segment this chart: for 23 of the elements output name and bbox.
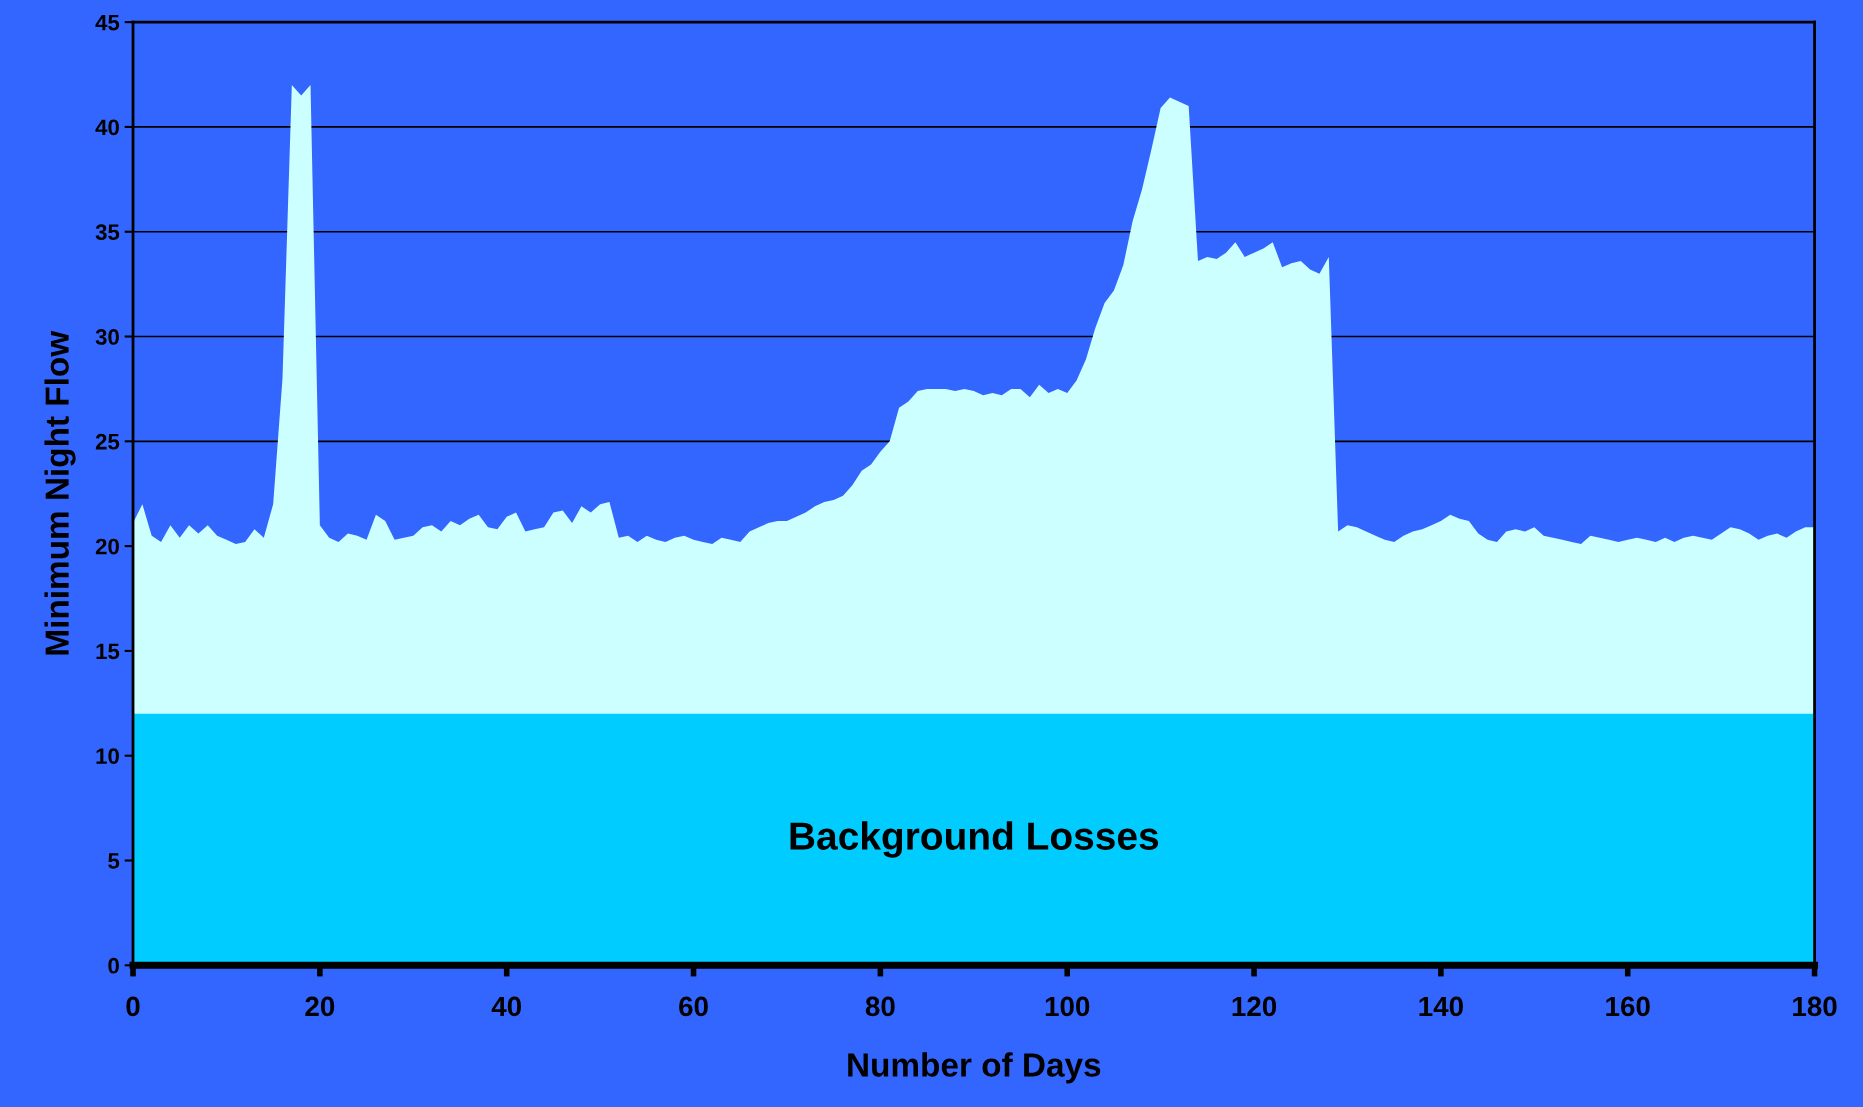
y-axis-title: Minimum Night Flow (44, 330, 76, 655)
y-tick-label: 30 (95, 329, 119, 345)
y-tick-label: 40 (95, 119, 119, 136)
x-tick-label: 120 (1232, 996, 1277, 1017)
x-tick-label: 40 (491, 996, 522, 1017)
y-tick-label: 15 (96, 643, 120, 660)
y-tick-label: 35 (95, 224, 120, 241)
y-tick-label: 25 (95, 433, 120, 450)
x-tick-label: 0 (126, 996, 140, 1017)
x-tick-label: 100 (1045, 996, 1090, 1017)
x-tick-label: 20 (305, 996, 335, 1017)
y-tick-label: 0 (108, 957, 119, 974)
x-tick-label: 60 (679, 996, 708, 1017)
x-tick-label: 80 (865, 996, 895, 1017)
x-axis-title: Number of Days (848, 1052, 1101, 1084)
y-tick-label: 45 (95, 14, 120, 31)
x-tick-label: 180 (1793, 996, 1837, 1017)
y-tick-label: 5 (108, 853, 120, 869)
x-tick-label: 140 (1419, 996, 1463, 1017)
y-tick-label: 20 (95, 538, 119, 555)
series-label: Background Losses (790, 821, 1159, 858)
y-tick-label: 10 (96, 748, 119, 764)
x-tick-label: 160 (1606, 996, 1650, 1017)
